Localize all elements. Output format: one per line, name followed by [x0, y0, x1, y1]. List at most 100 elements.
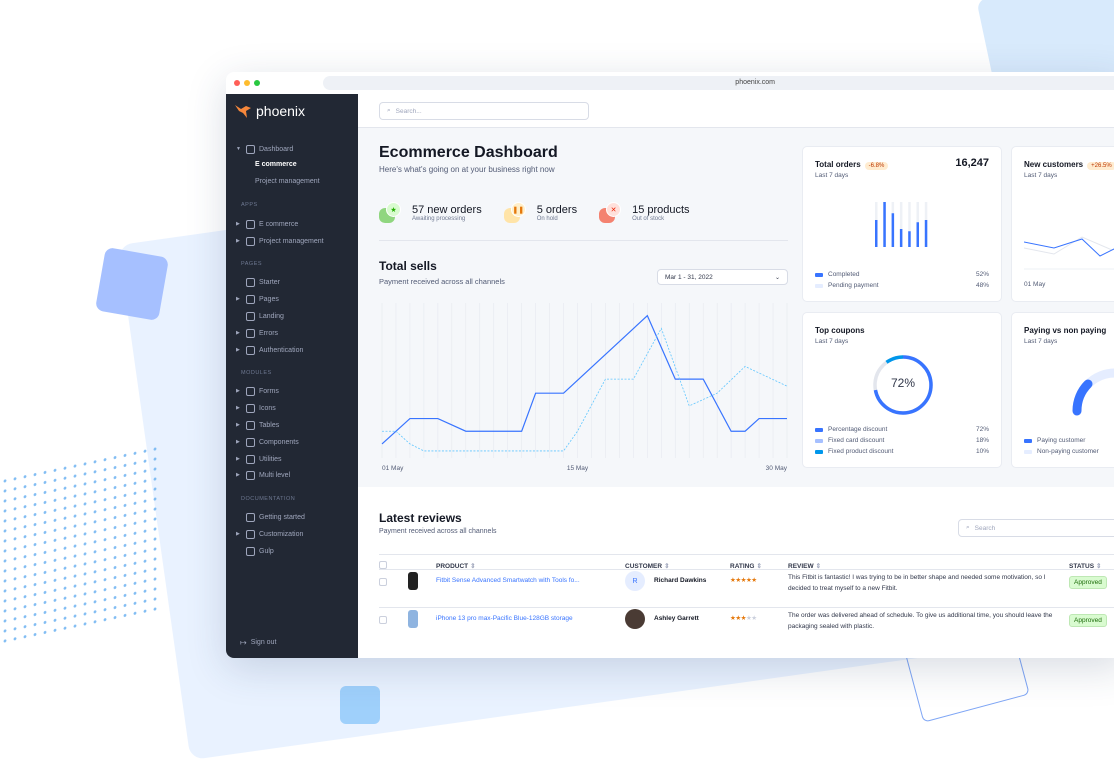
- sidebar-item-gulp[interactable]: Gulp: [236, 545, 274, 557]
- orders-bar-chart: [875, 202, 928, 247]
- legend-label: Fixed product discount: [828, 448, 894, 455]
- sidebar-item-icons[interactable]: ▶ Icons: [236, 402, 276, 414]
- caret-right-icon: ▶: [236, 531, 240, 537]
- sidebar-item-tables[interactable]: ▶ Tables: [236, 419, 279, 431]
- card-title: Paying vs non paying: [1024, 326, 1107, 335]
- sidebar-item-label: Icons: [259, 404, 276, 412]
- logo[interactable]: phoenix: [234, 103, 305, 119]
- sidebar-item-forms[interactable]: ▶ Forms: [236, 385, 279, 397]
- decor-square: [94, 246, 170, 322]
- previous-period-line: [1024, 236, 1114, 255]
- stat-label: Out of stock: [632, 216, 665, 222]
- gauge-paying-arc: [1072, 379, 1093, 416]
- search-icon: ⌕: [966, 524, 970, 531]
- caret-right-icon: ▶: [236, 405, 240, 411]
- sidebar-item-e-commerce[interactable]: ▶ E commerce: [236, 218, 298, 230]
- stat-item: ❚❚ 5 orders On hold: [503, 202, 577, 224]
- legend-label: Completed: [828, 271, 860, 278]
- sidebar-item-label: Dashboard: [259, 145, 294, 153]
- brand-name: phoenix: [256, 103, 306, 119]
- caret-right-icon: ▶: [236, 221, 240, 227]
- caret-down-icon: ▼: [236, 146, 241, 152]
- sidebar-item-label: E commerce: [259, 220, 299, 228]
- legend-item: Fixed product discount 10%: [815, 448, 989, 455]
- browser-chrome: phoenix.com: [226, 72, 1114, 94]
- package-icon: [246, 437, 255, 447]
- top-navbar: ⌕ Search...: [358, 94, 1114, 128]
- card-period: Last 7 days: [1024, 338, 1058, 345]
- legend-swatch: [815, 438, 823, 443]
- reviews-search-input[interactable]: ⌕ Search: [958, 519, 1114, 537]
- caret-right-icon: ▶: [236, 439, 240, 445]
- page-title: Ecommerce Dashboard: [379, 144, 558, 161]
- rating-stars: ★★★★★: [730, 615, 757, 622]
- row-checkbox[interactable]: [379, 578, 387, 586]
- close-dot[interactable]: [234, 80, 240, 86]
- sidebar-item-label: Starter: [259, 278, 281, 286]
- maximize-dot[interactable]: [254, 80, 260, 86]
- sign-out-icon: ↦: [240, 637, 247, 647]
- column-header-product[interactable]: PRODUCT ⇕: [436, 563, 476, 570]
- sign-out-link[interactable]: ↦ Sign out: [240, 636, 276, 648]
- address-bar[interactable]: phoenix.com: [323, 76, 1114, 90]
- coupons-donut-chart: [873, 355, 933, 415]
- row-checkbox[interactable]: [379, 616, 387, 624]
- date-range-select[interactable]: Mar 1 - 31, 2022 ⌄: [657, 269, 788, 285]
- minimize-dot[interactable]: [244, 80, 250, 86]
- card-title: Top coupons: [815, 326, 865, 335]
- sidebar-item-dashboard[interactable]: ▼ Dashboard: [236, 143, 293, 155]
- caret-right-icon: ▶: [236, 388, 240, 394]
- global-search-input[interactable]: ⌕ Search...: [379, 102, 589, 120]
- select-all-checkbox[interactable]: [379, 561, 387, 569]
- sidebar-item-label: Errors: [259, 329, 279, 337]
- customer-name[interactable]: Ashley Garrett: [654, 615, 699, 622]
- sidebar-item-customization[interactable]: ▶ Customization: [236, 528, 303, 540]
- sidebar-item-multi-level[interactable]: ▶ Multi level: [236, 469, 290, 481]
- legend-item: Percentage discount 72%: [815, 426, 989, 433]
- bar: [916, 222, 919, 247]
- sort-icon: ⇕: [756, 563, 762, 570]
- lock-icon: [246, 345, 255, 355]
- sidebar-item-label: Project management: [259, 237, 324, 245]
- gulp-icon: [246, 546, 255, 556]
- sidebar-item-label: Landing: [259, 312, 284, 320]
- card-period: Last 7 days: [1024, 172, 1058, 179]
- sidebar-item-project-management[interactable]: ▶ Project management: [236, 235, 324, 247]
- sidebar-subitem-project-management[interactable]: Project management: [255, 178, 320, 185]
- cart-icon: [246, 219, 255, 229]
- star-icon: ★: [379, 202, 405, 224]
- legend-swatch: [815, 283, 823, 288]
- life-buoy-icon: [246, 512, 255, 522]
- sidebar-item-authentication[interactable]: ▶ Authentication: [236, 344, 303, 356]
- change-badge: +26.5%: [1087, 162, 1114, 170]
- avatar: R: [625, 571, 645, 591]
- chevron-down-icon: ⌄: [774, 274, 780, 281]
- sidebar-item-pages[interactable]: ▶ Pages: [236, 293, 279, 305]
- customer-name[interactable]: Richard Dawkins: [654, 577, 707, 584]
- legend-value: 52%: [975, 271, 989, 278]
- sidebar-item-landing[interactable]: Landing: [236, 310, 284, 322]
- search-placeholder: Search...: [395, 107, 422, 115]
- total-sells-title: Total sells: [379, 259, 437, 273]
- card-period: Last 7 days: [815, 172, 849, 179]
- column-header-status[interactable]: STATUS ⇕: [1069, 563, 1102, 570]
- compass-icon: [246, 277, 255, 287]
- sidebar-item-utilities[interactable]: ▶ Utilities: [236, 453, 282, 465]
- product-link[interactable]: Fitbit Sense Advanced Smartwatch with To…: [436, 577, 580, 584]
- column-header-rating[interactable]: RATING ⇕: [730, 563, 762, 570]
- sidebar-item-errors[interactable]: ▶ Errors: [236, 327, 278, 339]
- sidebar-subitem-e-commerce[interactable]: E commerce: [255, 161, 297, 168]
- sidebar-item-components[interactable]: ▶ Components: [236, 436, 299, 448]
- card-title: Total orders -6.8%: [815, 160, 889, 170]
- new-customers-line-chart: [1024, 236, 1114, 270]
- columns-icon: [246, 420, 255, 430]
- column-header-review[interactable]: REVIEW ⇕: [788, 563, 822, 570]
- product-link[interactable]: iPhone 13 pro max-Pacific Blue-128GB sto…: [436, 615, 573, 622]
- sidebar-item-starter[interactable]: Starter: [236, 276, 280, 288]
- paying-card: Paying vs non paying Last 7 days Paying …: [1011, 312, 1114, 468]
- total-sells-subtitle: Payment received across all channels: [379, 277, 505, 286]
- card-title: New customers: [1024, 160, 1084, 169]
- column-header-customer[interactable]: CUSTOMER ⇕: [625, 563, 670, 570]
- sidebar-item-getting-started[interactable]: Getting started: [236, 511, 305, 523]
- caret-right-icon: ▶: [236, 330, 240, 336]
